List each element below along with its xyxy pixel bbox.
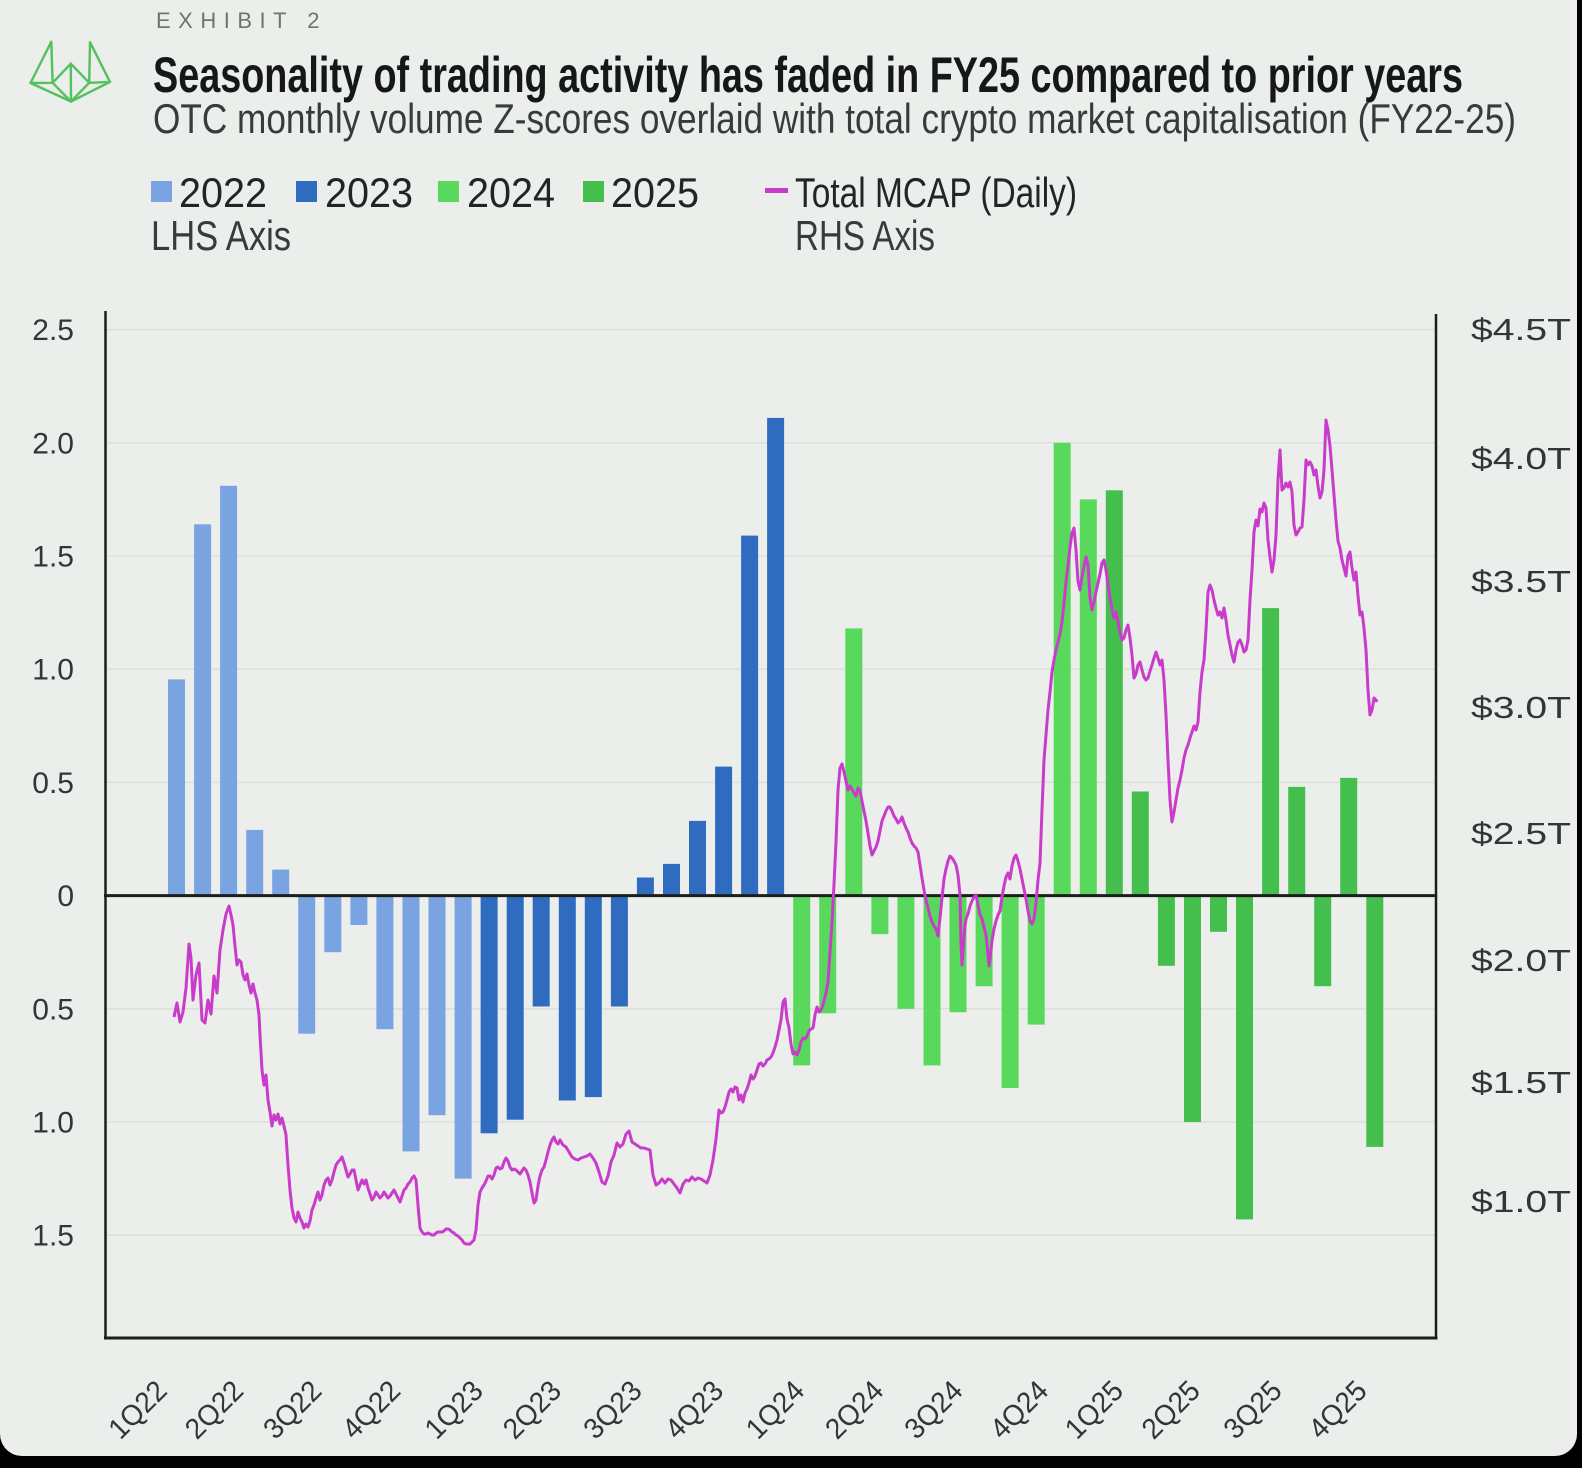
svg-text:4Q25: 4Q25 [1303,1375,1374,1446]
svg-text:EXHIBIT 2: EXHIBIT 2 [156,8,327,33]
svg-text:2022: 2022 [179,169,267,216]
svg-text:3Q24: 3Q24 [899,1375,970,1446]
svg-text:$1.0T: $1.0T [1471,1184,1571,1219]
svg-text:2Q25: 2Q25 [1136,1375,1207,1446]
svg-text:1Q24: 1Q24 [740,1375,811,1446]
svg-text:4Q23: 4Q23 [659,1375,730,1446]
svg-text:0.5: 0.5 [32,767,74,800]
svg-text:1.0: 1.0 [32,654,74,687]
svg-text:LHS Axis: LHS Axis [151,212,291,259]
svg-text:2.5: 2.5 [32,314,74,347]
svg-text:$3.5T: $3.5T [1471,564,1571,599]
svg-text:0: 0 [57,880,74,913]
svg-text:$3.0T: $3.0T [1471,690,1571,725]
svg-text:1Q22: 1Q22 [103,1375,174,1446]
svg-text:2Q24: 2Q24 [819,1375,890,1446]
svg-text:$2.5T: $2.5T [1471,816,1571,851]
svg-text:3Q22: 3Q22 [258,1375,329,1446]
svg-text:1.5: 1.5 [32,541,74,574]
svg-text:2Q23: 2Q23 [497,1375,568,1446]
svg-text:0.5: 0.5 [32,993,74,1026]
svg-text:1.5: 1.5 [32,1220,74,1253]
svg-text:2.0: 2.0 [32,427,74,460]
svg-text:1Q25: 1Q25 [1059,1375,1130,1446]
svg-text:2025: 2025 [611,169,699,216]
svg-text:2023: 2023 [325,169,413,216]
svg-text:$4.0T: $4.0T [1471,441,1571,476]
svg-text:Seasonality of trading activit: Seasonality of trading activity has fade… [153,47,1463,103]
svg-text:4Q24: 4Q24 [984,1375,1055,1446]
svg-text:Total MCAP (Daily): Total MCAP (Daily) [795,169,1077,216]
svg-text:OTC monthly volume Z-scores ov: OTC monthly volume Z-scores overlaid wit… [153,95,1516,142]
svg-text:2024: 2024 [467,169,555,216]
svg-text:$2.0T: $2.0T [1471,943,1571,978]
svg-text:4Q22: 4Q22 [336,1375,407,1446]
svg-text:1.0: 1.0 [32,1107,74,1140]
svg-text:3Q25: 3Q25 [1218,1375,1289,1446]
svg-text:2Q22: 2Q22 [179,1375,250,1446]
svg-text:3Q23: 3Q23 [578,1375,649,1446]
svg-text:$1.5T: $1.5T [1471,1065,1571,1100]
svg-text:RHS Axis: RHS Axis [795,212,935,259]
svg-text:$4.5T: $4.5T [1471,312,1571,347]
svg-text:1Q23: 1Q23 [419,1375,490,1446]
